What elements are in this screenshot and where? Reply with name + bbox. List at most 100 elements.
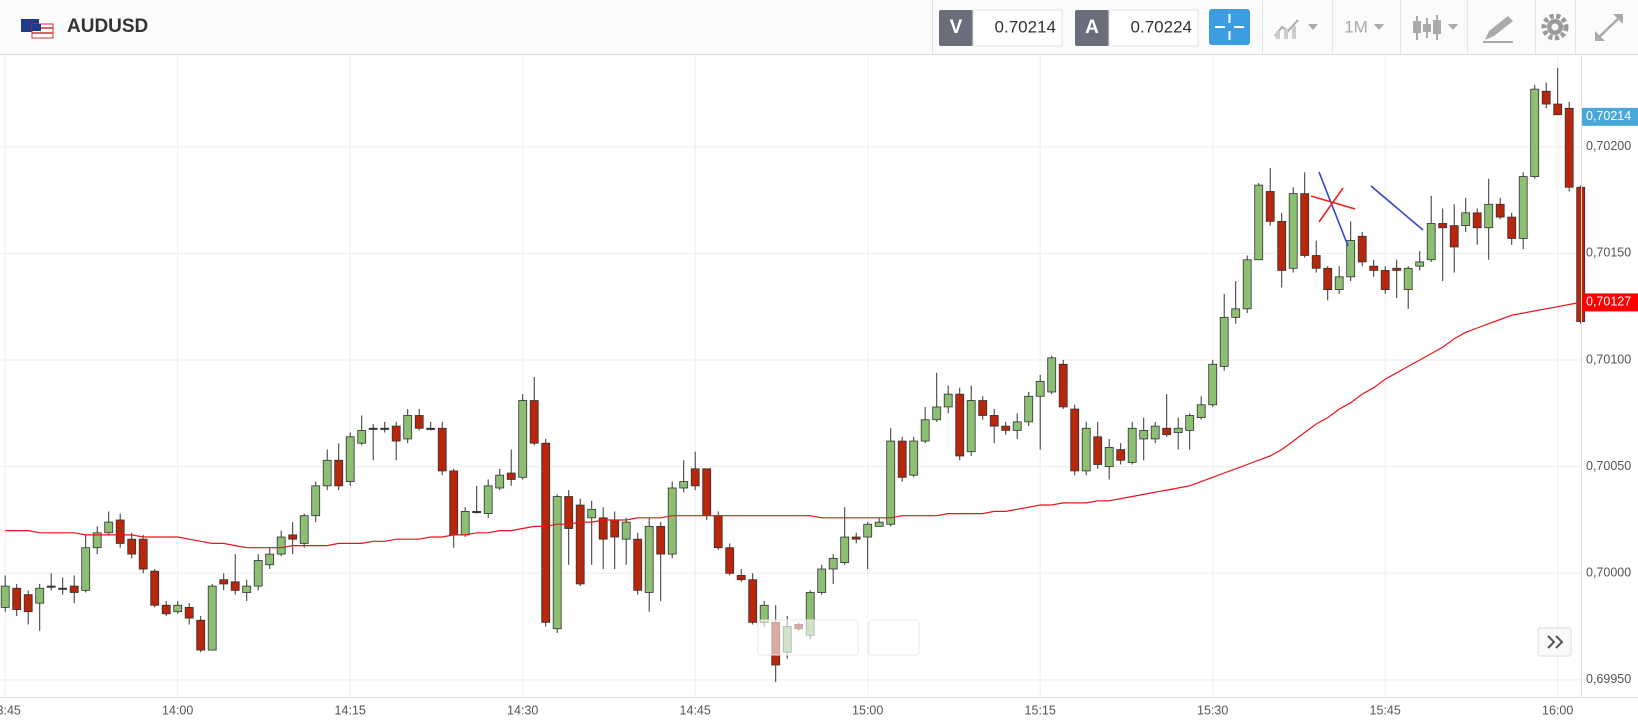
candle-body <box>506 472 516 480</box>
x-tick-label: 16:00 <box>1542 703 1573 717</box>
faded-widget <box>868 619 920 656</box>
candle-body <box>1323 267 1333 291</box>
candle-body <box>702 468 712 517</box>
candle-body <box>1495 203 1505 218</box>
candle-body <box>230 581 240 591</box>
x-tick-label: 14:45 <box>680 703 711 717</box>
candle-body <box>380 427 390 430</box>
candle-body <box>920 419 930 442</box>
candle-body <box>1035 380 1045 397</box>
candle-body <box>403 415 413 440</box>
candle-body <box>288 534 298 540</box>
candle-body <box>541 442 551 623</box>
candle-body <box>161 604 171 615</box>
candle-body <box>58 587 68 590</box>
candle-body <box>564 496 574 529</box>
chart-type-button[interactable] <box>1413 15 1458 40</box>
candle-body <box>1346 240 1356 278</box>
candle-body <box>518 400 528 478</box>
candle-body <box>1254 184 1264 261</box>
candle-body <box>1472 212 1482 229</box>
price-label: 0,70214 <box>1586 109 1631 123</box>
ask-label: A <box>1085 17 1099 38</box>
draw-button[interactable] <box>1483 16 1513 43</box>
candle-body <box>437 427 447 472</box>
candle-body <box>472 511 482 514</box>
candle-body <box>1403 267 1413 291</box>
candle-body <box>610 519 620 538</box>
scroll-right-button[interactable] <box>1537 627 1572 657</box>
candle-body <box>1001 425 1011 431</box>
candle-body <box>253 560 263 587</box>
candle-body <box>1392 267 1402 271</box>
candle-body <box>299 515 309 544</box>
settings-button[interactable] <box>1541 13 1569 41</box>
candle-body <box>1426 223 1436 261</box>
candle-body <box>552 496 562 630</box>
candle-body <box>529 400 539 444</box>
price-label-box <box>1582 107 1638 126</box>
x-tick-label: 14:00 <box>162 703 193 717</box>
symbol: AUDUSD <box>67 16 148 37</box>
candle-body <box>1150 425 1160 440</box>
candle-body <box>1012 421 1022 431</box>
candle-body <box>1334 276 1344 291</box>
candle-body <box>1081 427 1091 472</box>
bid-box[interactable] <box>972 9 1063 47</box>
flag-icon <box>21 19 54 39</box>
dropdown-arrow <box>1374 24 1384 30</box>
candle-body <box>966 400 976 453</box>
x-tick-label: 13:45 <box>0 703 21 717</box>
timeframe[interactable]: 1M <box>1344 17 1368 36</box>
candle-body <box>1415 261 1425 267</box>
candle-body <box>92 532 102 549</box>
ask-badge <box>1075 10 1109 46</box>
faded-widget <box>757 619 859 656</box>
candle-body <box>23 594 33 613</box>
candle-body <box>897 440 907 478</box>
candle-body <box>1277 220 1287 271</box>
candle-body <box>1576 186 1586 323</box>
candle-body <box>69 585 79 593</box>
candle-body <box>1438 223 1448 229</box>
x-tick-label: 14:15 <box>335 703 366 717</box>
ask-box[interactable] <box>1108 9 1199 47</box>
candle-body <box>955 393 965 457</box>
candle-body <box>81 547 91 591</box>
ask-price: 0.70224 <box>1131 17 1192 36</box>
indicator-button[interactable] <box>1274 19 1318 39</box>
candle-body <box>173 604 183 613</box>
candle-body <box>1231 308 1241 318</box>
candle-body <box>725 547 735 574</box>
candle-body <box>978 400 988 416</box>
candle-body <box>1541 90 1551 105</box>
candle-body <box>127 538 137 555</box>
candle-body <box>322 459 332 487</box>
candle-body <box>713 515 723 549</box>
y-tick-label: 0,70000 <box>1586 566 1631 580</box>
candle-body <box>1461 212 1471 227</box>
y-tick-label: 0,70200 <box>1586 139 1631 153</box>
crosshair-button[interactable] <box>1209 9 1250 45</box>
bid-price: 0.70214 <box>995 17 1056 36</box>
candle-body <box>115 519 125 544</box>
candle-body <box>932 406 942 421</box>
candle-body <box>35 587 45 604</box>
candle-body <box>0 585 10 608</box>
x-tick-label: 15:15 <box>1025 703 1056 717</box>
candle-body <box>575 504 585 585</box>
y-tick-label: 0,69950 <box>1586 672 1631 686</box>
candle-body <box>391 425 401 442</box>
candle-body <box>483 485 493 514</box>
candle-body <box>265 553 275 566</box>
candle-body <box>736 575 746 581</box>
candle-body <box>1369 265 1379 271</box>
candle-body <box>426 427 436 430</box>
candle-body <box>989 415 999 427</box>
fullscreen-button[interactable] <box>1595 14 1623 41</box>
y-tick-label: 0,70100 <box>1586 352 1631 366</box>
candle-body <box>1265 191 1275 222</box>
candle-body <box>311 485 321 517</box>
